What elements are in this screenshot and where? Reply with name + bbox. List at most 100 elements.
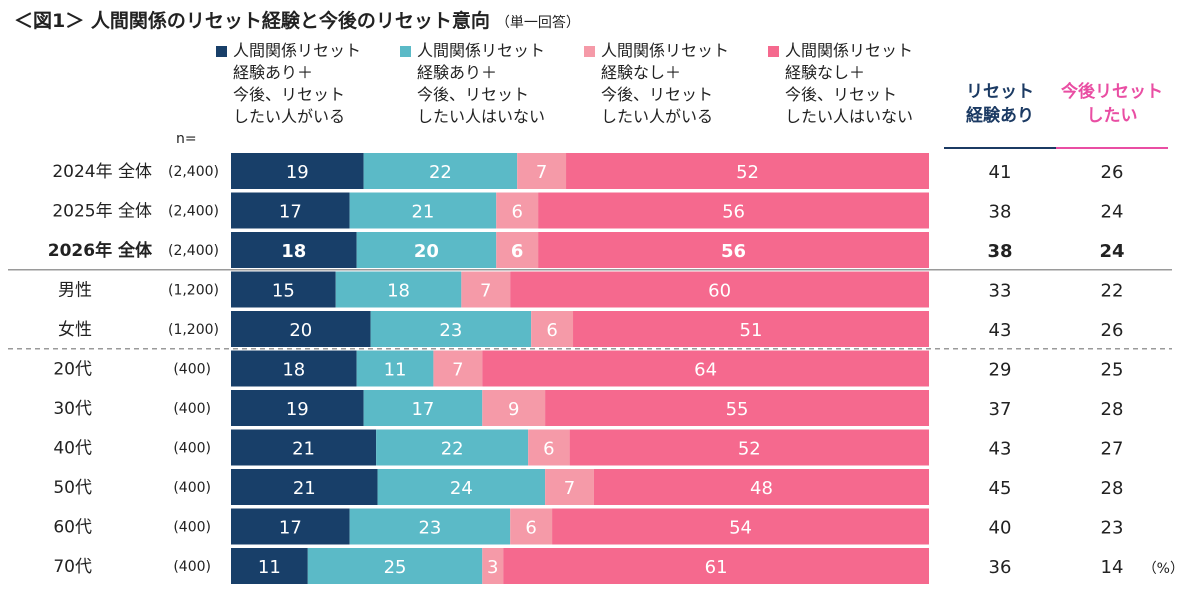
sample-size-label-60s: (400) <box>173 520 211 536</box>
summary-reset-experience-label-male: 33 <box>989 281 1012 302</box>
data-label-label-2024-series-3: 7 <box>536 162 547 183</box>
bar-label-2026-series-4 <box>538 232 929 268</box>
data-label-label-2025-series-3: 6 <box>511 202 522 223</box>
data-label-label-male-series-2: 18 <box>387 281 410 302</box>
bar-label-female-series-3 <box>531 311 574 347</box>
bar-label-40s-series-3 <box>528 429 570 466</box>
summary-reset-experience-label-40s: 43 <box>989 439 1012 460</box>
bar-label-2025-series-4 <box>538 192 929 229</box>
bar-label-female-series-4 <box>573 311 929 347</box>
sample-size-label-2024: (2,400) <box>168 164 219 180</box>
bar-label-50s-series-3 <box>545 469 594 505</box>
category-label-2026: 2026年 全体 <box>48 240 153 261</box>
category-label-2025: 2025年 全体 <box>52 202 152 222</box>
bar-label-50s-series-1 <box>231 469 378 505</box>
legend-swatch-3 <box>584 46 595 57</box>
category-label-40s: 40代 <box>53 439 92 459</box>
bar-label-20s-series-2 <box>356 350 434 387</box>
data-label-label-30s-series-4: 55 <box>726 399 749 420</box>
bar-label-2025-series-1 <box>231 192 350 229</box>
data-label-label-30s-series-2: 17 <box>411 399 434 420</box>
summary-reset-experience-label-female: 43 <box>989 320 1012 341</box>
category-label-female: 女性 <box>58 320 92 340</box>
bar-label-30s-series-3 <box>482 390 546 426</box>
bar-label-2026-series-1 <box>231 232 357 268</box>
data-label-label-female-series-4: 51 <box>740 320 763 341</box>
category-label-20s: 20代 <box>53 360 92 380</box>
data-label-label-2024-series-1: 19 <box>286 162 309 183</box>
bar-label-50s-series-2 <box>377 469 546 505</box>
bar-label-male-series-1 <box>231 271 336 308</box>
bar-label-70s-series-1 <box>231 548 308 584</box>
legend-swatch-2 <box>400 46 411 57</box>
bar-label-50s-series-4 <box>593 469 929 505</box>
summary-future-reset-label-2024: 26 <box>1101 162 1124 183</box>
data-label-label-20s-series-4: 64 <box>694 360 717 381</box>
bar-label-2024-series-2 <box>363 153 518 189</box>
bar-label-60s-series-3 <box>510 508 553 545</box>
data-label-label-70s-series-4: 61 <box>705 557 728 578</box>
category-label-60s: 60代 <box>53 518 92 538</box>
column-header-future-reset: 今後リセット したい <box>1061 82 1163 126</box>
bar-label-70s-series-2 <box>307 548 483 584</box>
data-label-label-50s-series-2: 24 <box>450 478 473 499</box>
bar-label-20s-series-4 <box>482 350 929 387</box>
legend-label-4: 人間関係リセット 経験なし＋ 今後、リセット したい人はいない <box>785 41 914 126</box>
summary-future-reset-label-2025: 24 <box>1101 202 1124 223</box>
bar-label-30s-series-2 <box>363 390 483 426</box>
summary-future-reset-label-50s: 28 <box>1101 478 1124 499</box>
bar-label-70s-series-3 <box>482 548 504 584</box>
summary-reset-experience-label-2026: 38 <box>987 241 1012 262</box>
data-label-label-60s-series-3: 6 <box>525 518 536 539</box>
sample-size-label-70s: (400) <box>173 559 211 575</box>
data-label-label-60s-series-4: 54 <box>729 518 752 539</box>
bar-label-20s-series-1 <box>231 350 357 387</box>
sample-size-label: n= <box>176 131 197 147</box>
bar-label-40s-series-4 <box>569 429 929 466</box>
bar-label-2024-series-3 <box>517 153 567 189</box>
bar-label-2024-series-1 <box>231 153 364 189</box>
sample-size-label-2026: (2,400) <box>168 243 219 259</box>
data-label-label-70s-series-2: 25 <box>384 557 407 578</box>
sample-size-label-40s: (400) <box>173 441 211 457</box>
bar-label-30s-series-1 <box>231 390 364 426</box>
summary-future-reset-label-60s: 23 <box>1101 518 1124 539</box>
data-label-label-female-series-1: 20 <box>289 320 312 341</box>
summary-reset-experience-label-60s: 40 <box>989 518 1012 539</box>
summary-reset-experience-label-30s: 37 <box>989 399 1012 420</box>
data-label-label-40s-series-4: 52 <box>738 439 761 460</box>
summary-future-reset-label-70s: 14 <box>1101 557 1124 578</box>
data-label-label-2026-series-2: 20 <box>414 241 439 262</box>
sample-size-label-female: (1,200) <box>168 322 219 338</box>
data-label-label-20s-series-2: 11 <box>384 360 407 381</box>
summary-future-reset-label-20s: 25 <box>1101 360 1124 381</box>
sample-size-label-male: (1,200) <box>168 283 219 299</box>
data-label-label-2025-series-4: 56 <box>722 202 745 223</box>
bar-label-40s-series-2 <box>376 429 529 466</box>
summary-reset-experience-label-70s: 36 <box>989 557 1012 578</box>
data-label-label-60s-series-1: 17 <box>279 518 302 539</box>
bar-label-2025-series-2 <box>349 192 497 229</box>
column-header-rule-1 <box>944 147 1056 149</box>
summary-future-reset-label-40s: 27 <box>1101 439 1124 460</box>
category-label-50s: 50代 <box>53 478 92 498</box>
sample-size-label-50s: (400) <box>173 480 211 496</box>
data-label-label-2024-series-2: 22 <box>429 162 452 183</box>
data-label-label-2026-series-1: 18 <box>281 241 306 262</box>
data-label-label-70s-series-3: 3 <box>487 557 498 578</box>
data-label-label-2025-series-1: 17 <box>279 202 302 223</box>
sample-size-label-2025: (2,400) <box>168 204 219 220</box>
bar-label-2026-series-3 <box>496 232 539 268</box>
legend-label-2: 人間関係リセット 経験あり＋ 今後、リセット したい人はいない <box>417 41 546 126</box>
data-label-label-female-series-3: 6 <box>546 320 557 341</box>
bar-label-2026-series-2 <box>356 232 497 268</box>
bar-label-female-series-2 <box>370 311 532 347</box>
category-label-male: 男性 <box>58 281 92 301</box>
bar-label-2024-series-4 <box>566 153 929 189</box>
data-label-label-male-series-1: 15 <box>272 281 295 302</box>
summary-future-reset-label-2026: 24 <box>1099 241 1124 262</box>
bar-label-male-series-4 <box>510 271 929 308</box>
category-label-30s: 30代 <box>53 399 92 419</box>
bar-label-male-series-3 <box>461 271 511 308</box>
data-label-label-70s-series-1: 11 <box>258 557 281 578</box>
